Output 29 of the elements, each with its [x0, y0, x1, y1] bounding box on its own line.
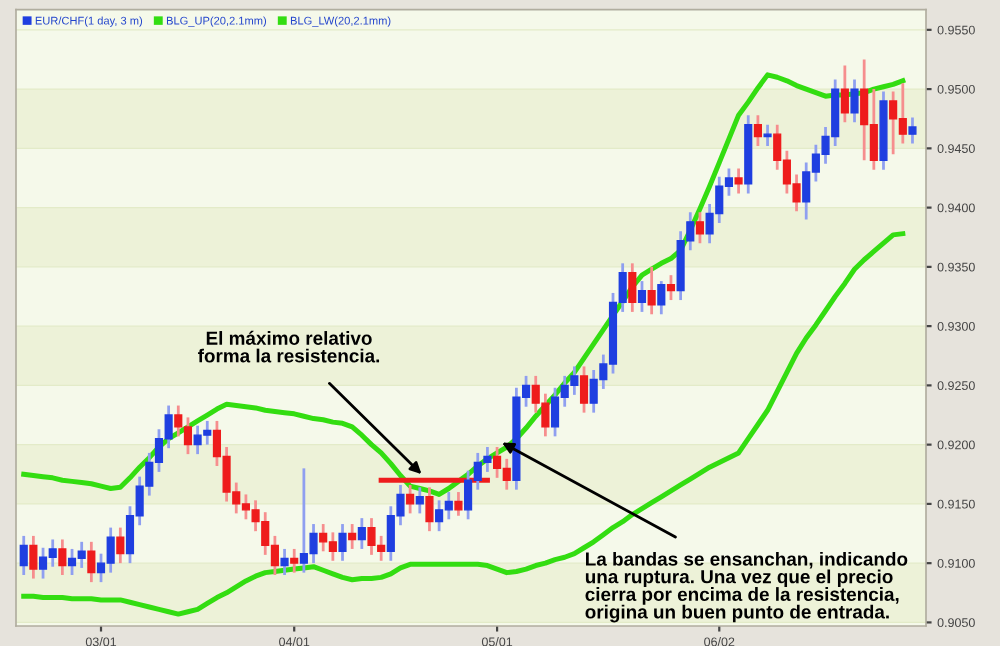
candlestick: [695, 210, 705, 245]
annotation: La bandas se ensanchan, indicando una ruptura. Una vez que el precio cierra por encima de la resistencia, origina un buen punto de entrada.: [585, 551, 908, 623]
candlestick: [338, 522, 347, 563]
candlestick: [87, 540, 96, 584]
line-series: [21, 72, 906, 497]
candlestick: [908, 116, 917, 145]
candlestick: [637, 279, 647, 314]
candlestick: [628, 261, 637, 314]
candlestick: [454, 490, 463, 518]
candlestick: [19, 534, 28, 577]
candlestick: [850, 78, 859, 124]
annotation: El máximo relativo forma la resistencia.: [197, 330, 380, 363]
candlestick: [415, 485, 424, 515]
candlestick: [348, 522, 357, 551]
candlestick: [116, 526, 125, 565]
candlestick: [763, 123, 772, 148]
candlestick: [734, 167, 743, 195]
candlestick: [29, 534, 38, 580]
candlestick: [753, 113, 762, 148]
candlestick: [657, 279, 666, 316]
candlestick: [666, 273, 676, 302]
candlestick: [290, 547, 299, 575]
candlestick: [579, 365, 589, 415]
candlestick: [357, 516, 366, 551]
candlestick: [425, 485, 434, 533]
candlestick: [58, 538, 67, 577]
candlestick: [280, 547, 289, 577]
candlestick: [647, 265, 656, 316]
candlestick: [840, 64, 849, 124]
